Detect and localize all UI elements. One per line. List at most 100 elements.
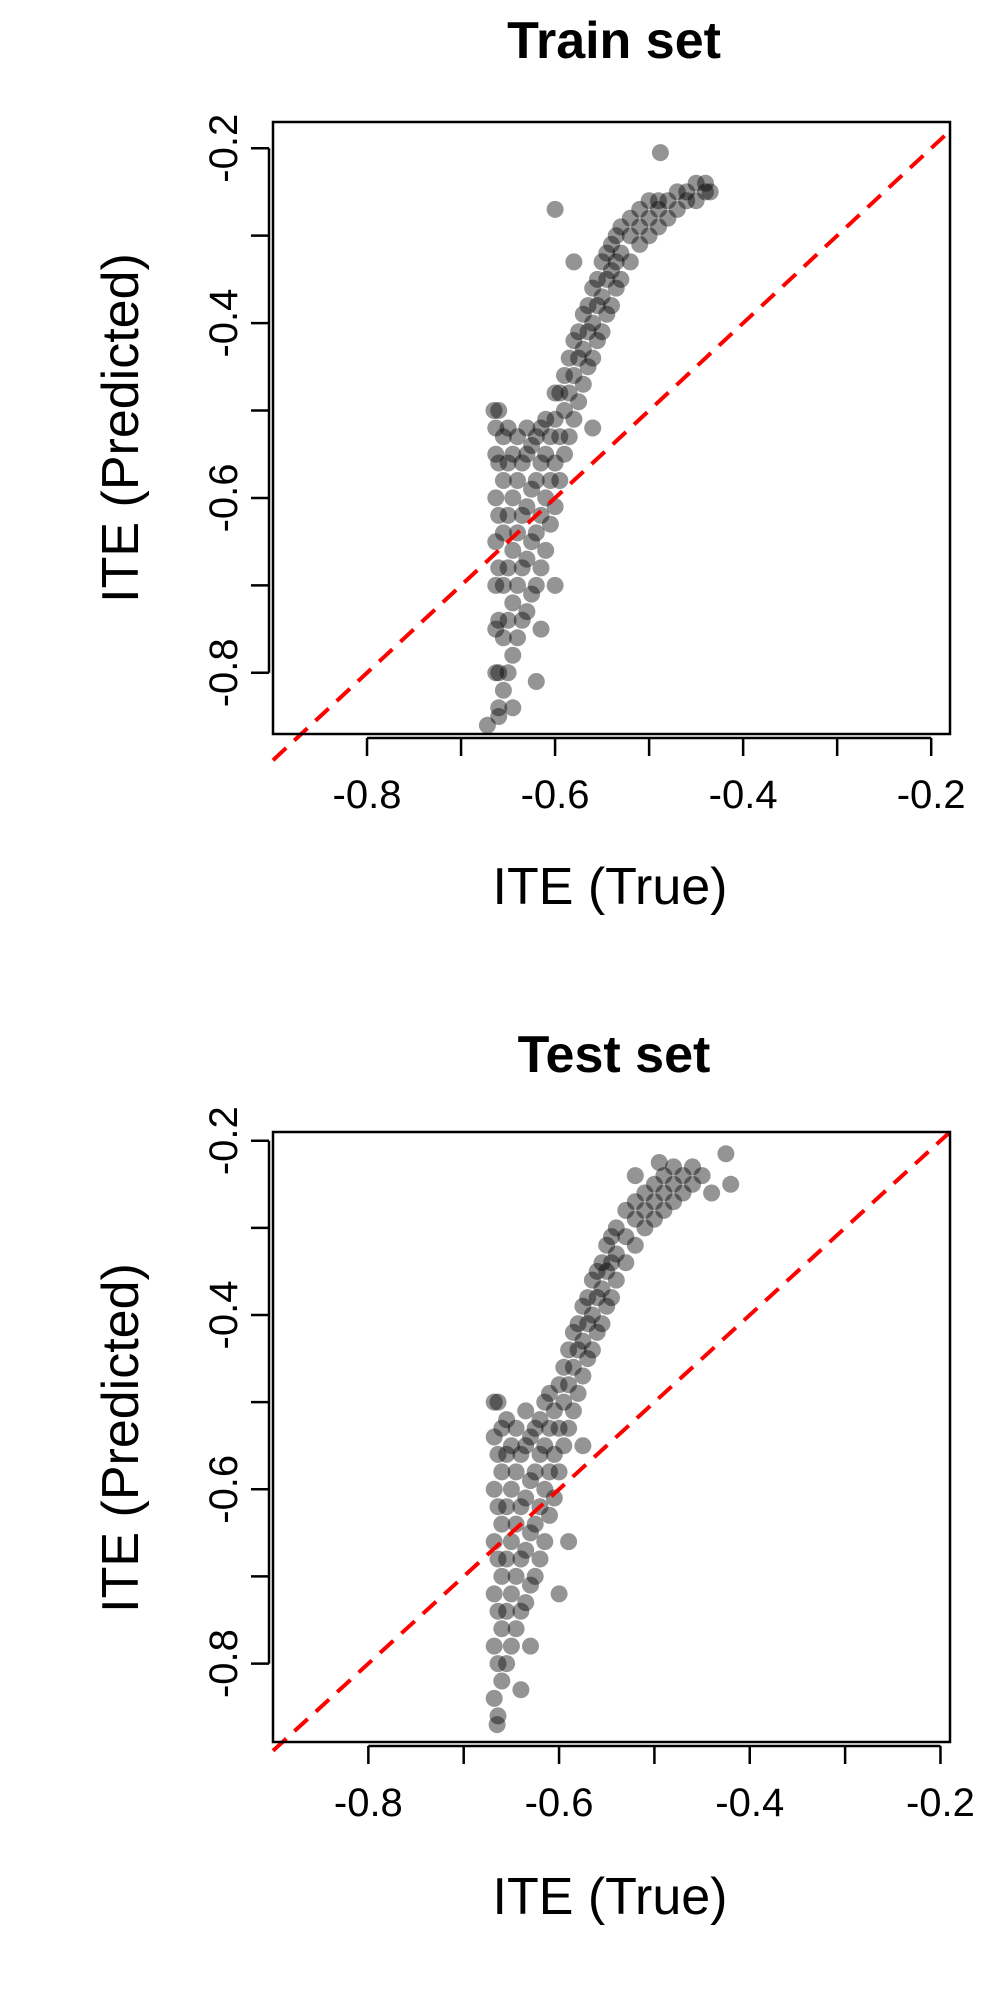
data-point — [579, 297, 597, 315]
data-point — [512, 1445, 530, 1463]
data-point — [579, 1315, 597, 1333]
data-point — [593, 1280, 611, 1298]
data-point — [550, 1585, 568, 1603]
data-point — [527, 673, 545, 690]
data-point — [536, 1393, 554, 1411]
data-point — [579, 358, 597, 376]
data-point — [546, 384, 564, 402]
panel-train: Train set -0.8 -0.6 -0.4 -0.2 -0.8-0.6-0.4-… — [92, 12, 966, 916]
data-point — [522, 1637, 539, 1655]
data-point — [565, 253, 583, 271]
data-point — [651, 144, 669, 162]
data-point — [574, 375, 592, 393]
data-point — [498, 1602, 516, 1620]
data-point — [532, 454, 550, 472]
data-point — [536, 1533, 554, 1551]
data-point — [541, 472, 559, 489]
data-point — [490, 708, 508, 725]
data-point — [546, 410, 564, 428]
data-point — [541, 1419, 558, 1437]
data-point — [617, 1201, 635, 1219]
data-point — [617, 1228, 635, 1246]
data-point — [574, 305, 592, 323]
data-point — [570, 323, 588, 341]
data-point — [489, 1655, 507, 1673]
data-point — [598, 1236, 616, 1254]
data-point — [487, 533, 505, 551]
data-point — [655, 1201, 673, 1219]
data-point — [499, 454, 517, 472]
data-point — [536, 1437, 554, 1455]
data-point — [513, 611, 531, 629]
data-point — [650, 192, 667, 210]
reference-line-layer — [271, 129, 952, 762]
x-tick-label: -0.8 — [334, 1781, 403, 1825]
data-point — [485, 1585, 503, 1603]
data-point — [509, 472, 526, 489]
data-point — [583, 1341, 601, 1359]
y-axis-label: ITE (Predicted) — [92, 1263, 150, 1613]
data-point — [490, 559, 508, 577]
data-point — [494, 629, 512, 647]
data-point — [498, 1655, 516, 1673]
data-point — [593, 1315, 611, 1333]
data-point — [507, 1620, 525, 1638]
data-point — [565, 367, 583, 384]
data-point — [564, 1323, 582, 1341]
data-point — [493, 1515, 511, 1533]
data-point — [697, 174, 714, 192]
data-point — [626, 1193, 644, 1211]
data-point — [478, 716, 496, 734]
data-point — [665, 1193, 682, 1211]
data-point — [612, 270, 630, 288]
data-point — [485, 1428, 503, 1446]
data-point — [603, 1289, 620, 1307]
data-point — [541, 1384, 558, 1402]
data-point — [489, 1445, 507, 1463]
data-point — [569, 1341, 587, 1359]
y-tick-label: -0.6 — [202, 463, 246, 532]
data-point — [556, 445, 573, 463]
data-point — [603, 1228, 620, 1246]
data-point — [659, 192, 677, 210]
reference-line — [271, 1130, 952, 1753]
data-point — [584, 314, 602, 332]
data-point — [598, 305, 616, 323]
data-point — [588, 1323, 606, 1341]
data-point — [598, 244, 616, 262]
data-point — [504, 594, 522, 612]
data-point — [650, 200, 667, 218]
panel-title: Train set — [507, 12, 721, 70]
data-point — [487, 664, 505, 682]
panel-test: Test set -0.8 -0.6 -0.4 -0.2 -0.8-0.6-0.4-0… — [92, 1026, 975, 1926]
data-point — [532, 506, 550, 524]
data-point — [526, 1463, 544, 1481]
data-point — [588, 1262, 606, 1280]
data-point — [636, 1219, 654, 1237]
data-point — [603, 262, 620, 280]
data-point — [631, 200, 649, 218]
data-point — [490, 454, 508, 472]
data-point — [493, 1463, 511, 1481]
data-point — [684, 1158, 701, 1176]
data-point — [645, 1210, 663, 1228]
data-point — [579, 323, 597, 341]
data-point — [504, 646, 522, 664]
data-point — [498, 1498, 516, 1516]
data-point — [518, 445, 536, 463]
data-point — [701, 183, 719, 201]
data-point — [485, 402, 503, 419]
data-point — [485, 1689, 503, 1707]
data-point — [697, 183, 714, 201]
data-point — [494, 524, 512, 542]
data-point — [504, 489, 522, 507]
x-tick-label: -0.4 — [709, 773, 778, 817]
plot-frame — [271, 120, 952, 736]
data-point — [490, 664, 508, 682]
x-axis: -0.8 -0.6 -0.4 -0.2 — [334, 1744, 975, 1825]
data-point — [668, 183, 686, 201]
data-point — [531, 1550, 549, 1568]
data-point — [574, 340, 592, 358]
data-point — [668, 200, 686, 218]
data-point — [655, 1184, 673, 1202]
